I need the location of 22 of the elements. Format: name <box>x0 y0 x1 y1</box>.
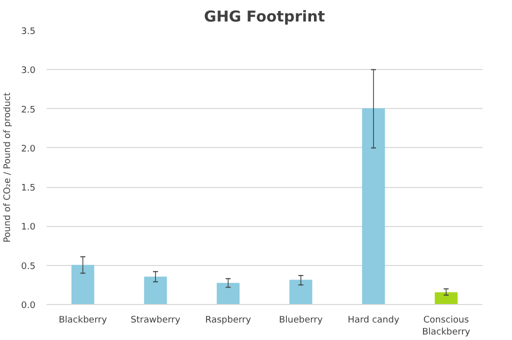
y-tick-label: 3.0 <box>21 66 36 76</box>
y-tick-label: 2.0 <box>21 144 36 154</box>
bar <box>216 282 240 304</box>
y-tick-label: 3.5 <box>21 27 36 37</box>
bar <box>71 264 94 304</box>
y-tick-label: 1.0 <box>21 222 36 233</box>
bar <box>362 108 385 304</box>
y-tick-label: 0.5 <box>21 262 36 272</box>
bar <box>434 292 458 304</box>
x-tick-label: Blackberry <box>58 316 108 326</box>
x-tick-label: Hard candy <box>348 316 400 326</box>
x-tick-label: Conscious Blackberry <box>422 316 471 338</box>
bar <box>144 276 167 304</box>
bar <box>289 280 312 304</box>
y-axis-title: Pound of CO₂e / Pound of product <box>3 92 14 243</box>
x-tick-label: Strawberry <box>130 316 181 326</box>
y-tick-label: 0.0 <box>21 301 36 311</box>
chart-title: GHG Footprint <box>204 8 325 26</box>
x-tick-label: Blueberry <box>278 316 324 326</box>
x-tick-label: Raspberry <box>205 316 252 326</box>
y-tick-label: 2.5 <box>21 105 36 116</box>
y-tick-label: 1.5 <box>21 184 36 194</box>
